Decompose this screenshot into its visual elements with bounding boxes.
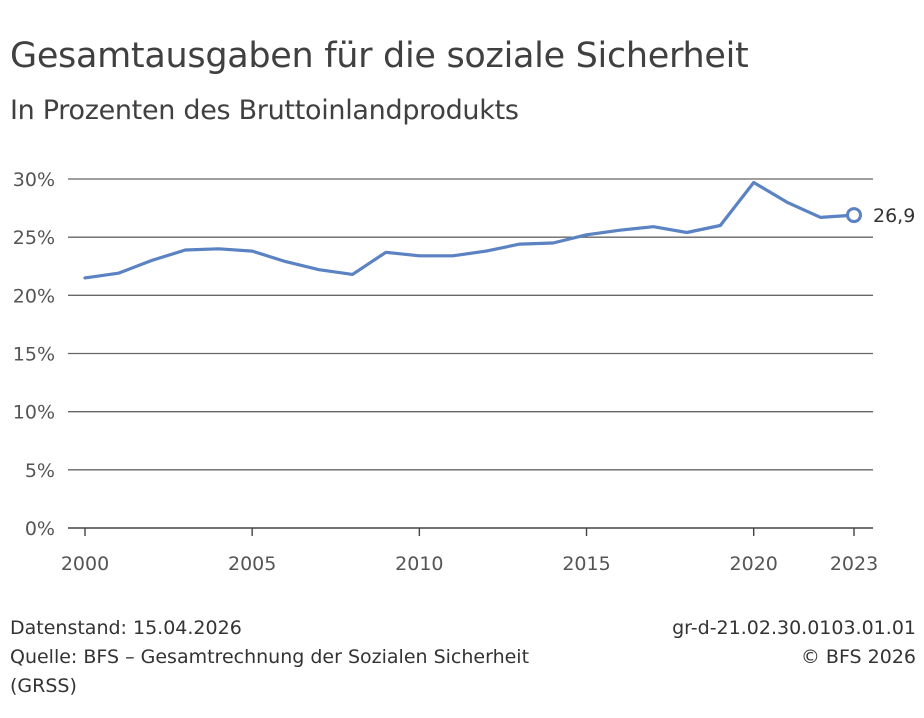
x-tick-label: 2023 (830, 553, 878, 575)
data-status: Datenstand: 15.04.2026 (10, 617, 242, 639)
x-tick-label: 2000 (61, 553, 109, 575)
y-tick-label: 0% (25, 518, 55, 540)
y-tick-label: 25% (13, 227, 55, 249)
x-tick-label: 2005 (228, 553, 276, 575)
footer-right: gr-d-21.02.30.0103.01.01 © BFS 2026 (672, 614, 916, 672)
copyright: © BFS 2026 (800, 646, 916, 668)
y-tick-label: 30% (13, 169, 55, 191)
footer-left: Datenstand: 15.04.2026 Quelle: BFS – Ges… (10, 614, 529, 701)
y-tick-label: 5% (25, 460, 55, 482)
y-tick-label: 15% (13, 344, 55, 366)
source-line-2: (GRSS) (10, 675, 77, 697)
series-line (83, 180, 856, 280)
source-line-1: Quelle: BFS – Gesamtrechnung der Soziale… (10, 646, 530, 668)
end-value-label: 26,9 (873, 205, 915, 227)
chart-subtitle: In Prozenten des Bruttoinlandprodukts (10, 95, 519, 126)
x-tick-label: 2020 (730, 553, 778, 575)
chart-title: Gesamtausgaben für die soziale Sicherhei… (10, 36, 749, 76)
end-point-marker (846, 207, 862, 224)
graphic-id: gr-d-21.02.30.0103.01.01 (672, 617, 916, 639)
x-tick-label: 2015 (562, 553, 610, 575)
x-tick-label: 2010 (395, 553, 443, 575)
y-tick-label: 10% (13, 402, 55, 424)
y-tick-label: 20% (13, 285, 55, 307)
